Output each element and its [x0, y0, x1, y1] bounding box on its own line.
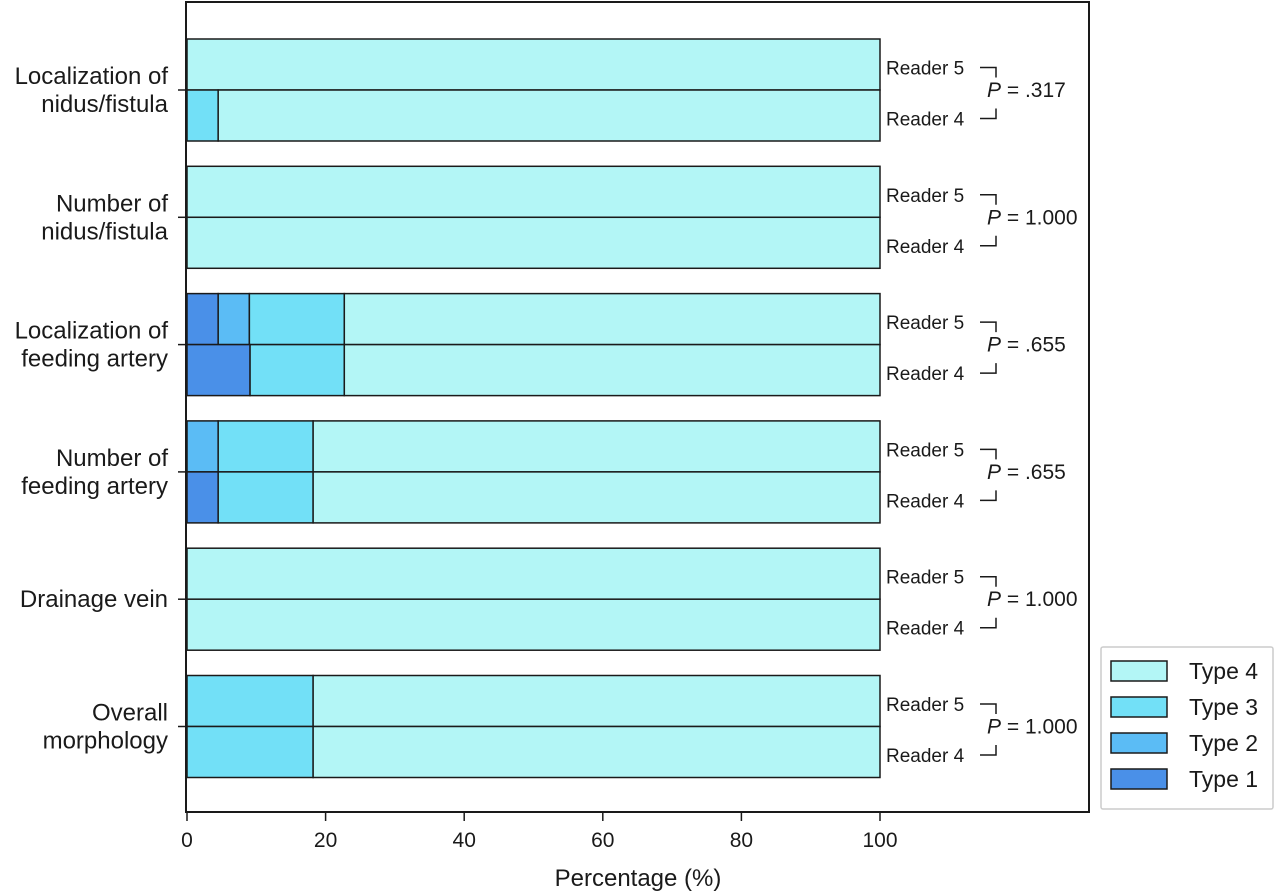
plot-frame	[185, 1, 1090, 813]
reader-bracket	[980, 321, 997, 374]
bar-type-4-g1-reader-5	[186, 165, 881, 219]
p-value: = .655	[1001, 334, 1066, 357]
legend-label: Type 3	[1189, 694, 1258, 720]
bar-type-2-g3-reader-5	[186, 420, 219, 473]
reader-label: Reader 5	[886, 440, 964, 461]
x-tick-label: 60	[591, 829, 614, 852]
reader-label: Reader 5	[886, 568, 964, 589]
bar-type-1-g2-reader-4	[186, 343, 251, 397]
category-label: Localization of feeding artery	[15, 318, 169, 373]
p-value-label: P = .655	[987, 461, 1066, 484]
p-symbol: P	[987, 588, 1001, 611]
p-value-label: P = .317	[987, 79, 1066, 102]
bar-type-4-g3-reader-5	[312, 420, 881, 473]
bar-type-4-g5-reader-5	[312, 674, 881, 728]
bar-type-4-g2-reader-5	[343, 292, 881, 346]
x-tick-label: 20	[314, 829, 337, 852]
x-tick-label: 100	[862, 829, 897, 852]
reader-bracket	[980, 194, 997, 247]
p-value-label: P = 1.000	[987, 206, 1078, 229]
legend-swatch-type-2	[1110, 732, 1168, 754]
x-axis: 0 20 40 60 80 100	[181, 812, 898, 852]
legend-label: Type 2	[1189, 730, 1258, 756]
p-value: = 1.000	[1001, 588, 1077, 611]
p-symbol: P	[987, 79, 1001, 102]
reader-label: Reader 4	[886, 237, 965, 258]
reader-bracket	[980, 703, 997, 756]
reader-annotations: Reader 5 Reader 4 P = .317 Reader 5 Reader 4…	[886, 59, 1078, 768]
category-label: Localization of nidus/fistula	[15, 63, 169, 118]
bar-type-2-g2-reader-5	[217, 292, 251, 346]
p-value: = .317	[1001, 79, 1066, 102]
p-value-label: P = 1.000	[987, 716, 1078, 739]
bar-type-3-g2-reader-4	[249, 343, 346, 397]
x-tick-label: 0	[181, 829, 193, 852]
p-value-label: P = .655	[987, 334, 1066, 357]
p-symbol: P	[987, 206, 1001, 229]
reader-label: Reader 4	[886, 491, 965, 512]
bar-type-3-g2-reader-5	[248, 292, 346, 346]
x-axis-title: Percentage (%)	[555, 865, 722, 892]
legend-label: Type 1	[1189, 766, 1258, 792]
p-symbol: P	[987, 334, 1001, 357]
bar-type-3-g3-reader-5	[217, 420, 314, 473]
bar-type-4-g1-reader-4	[186, 216, 881, 270]
legend-swatch-type-3	[1110, 696, 1168, 718]
bar-type-3-g0-reader-4	[186, 89, 219, 142]
reader-label: Reader 4	[886, 746, 965, 767]
reader-label: Reader 5	[886, 186, 964, 207]
bar-type-4-g4-reader-5	[186, 547, 881, 600]
reader-bracket	[980, 66, 997, 120]
x-tick-label: 40	[453, 829, 476, 852]
category-label: Number of feeding artery	[21, 445, 168, 500]
p-symbol: P	[987, 716, 1001, 739]
legend-swatch-type-4	[1110, 660, 1168, 682]
x-tick-label: 80	[730, 829, 753, 852]
bar-type-1-g2-reader-5	[186, 292, 219, 346]
reader-label: Reader 5	[886, 695, 964, 716]
bar-type-4-g3-reader-4	[312, 471, 881, 524]
bar-type-4-g4-reader-4	[186, 598, 881, 651]
p-value-label: P = 1.000	[987, 588, 1078, 611]
reader-label: Reader 5	[886, 59, 964, 80]
bar-type-3-g3-reader-4	[217, 471, 314, 524]
reader-label: Reader 4	[886, 364, 965, 385]
legend: Type 4 Type 3 Type 2 Type 1	[1100, 646, 1274, 810]
bar-type-4-g5-reader-4	[312, 725, 881, 779]
bar-type-4-g0-reader-5	[186, 38, 881, 91]
bar-type-3-g5-reader-4	[186, 725, 314, 779]
category-label: Overall morphology	[43, 700, 168, 755]
y-axis: Localization of nidus/fistula Number of nid…	[15, 63, 186, 755]
bar-type-3-g5-reader-5	[186, 674, 314, 728]
p-value: = 1.000	[1001, 206, 1077, 229]
legend-label: Type 4	[1189, 658, 1258, 684]
bar-type-1-g3-reader-4	[186, 471, 219, 524]
category-label: Number of nidus/fistula	[41, 190, 168, 245]
bars-layer	[186, 38, 881, 779]
p-value: = 1.000	[1001, 716, 1077, 739]
category-label: Drainage vein	[20, 586, 168, 613]
legend-swatch-type-1	[1110, 768, 1168, 790]
bar-type-4-g2-reader-4	[343, 343, 881, 397]
bar-type-4-g0-reader-4	[217, 89, 881, 142]
reader-bracket	[980, 448, 997, 502]
p-symbol: P	[987, 461, 1001, 484]
reader-label: Reader 4	[886, 110, 965, 131]
reader-bracket	[980, 575, 997, 629]
reader-label: Reader 4	[886, 619, 965, 640]
reader-label: Reader 5	[886, 313, 964, 334]
p-value: = .655	[1001, 461, 1066, 484]
